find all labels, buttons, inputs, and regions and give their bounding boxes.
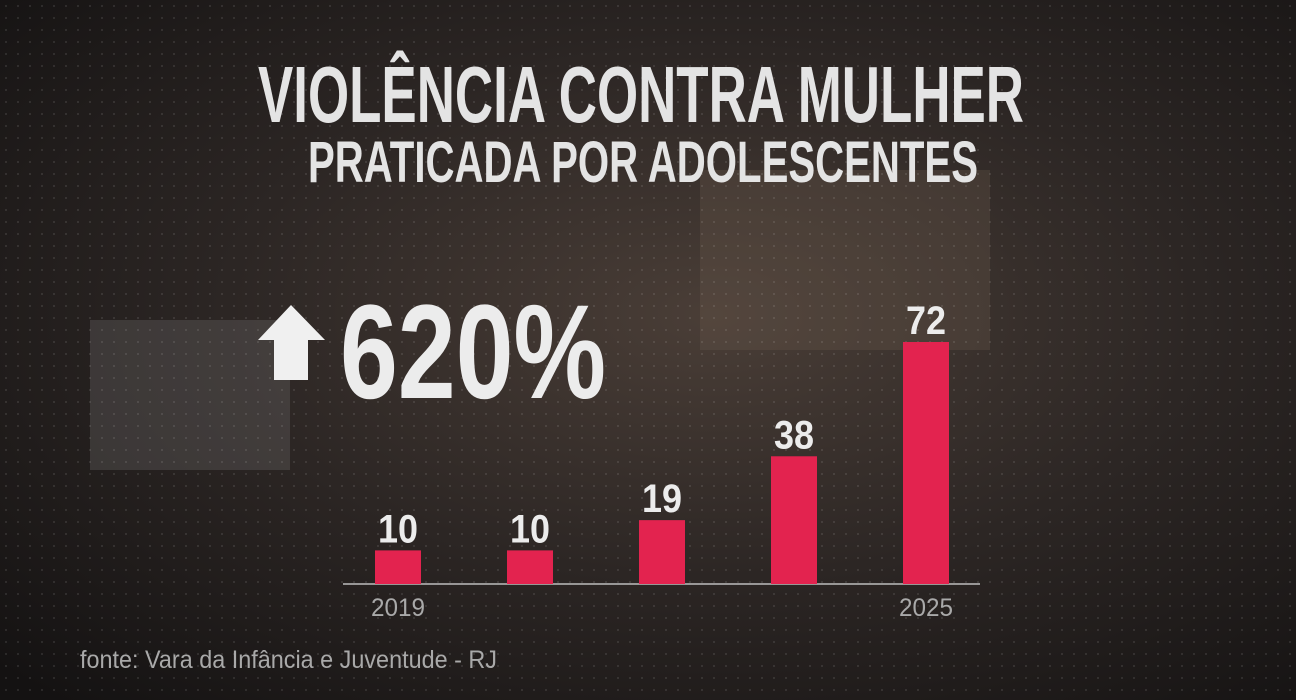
data-label: 72 xyxy=(906,299,946,343)
source-note: fonte: Vara da Infância e Juventude - RJ xyxy=(80,646,497,674)
x-tick-label: 2019 xyxy=(371,594,425,622)
up-arrow-icon xyxy=(258,305,325,380)
chart-title: VIOLÊNCIA CONTRA MULHER xyxy=(258,50,1024,139)
bar xyxy=(507,550,553,584)
chart-subtitle: PRATICADA POR ADOLESCENTES xyxy=(308,130,978,195)
bar xyxy=(375,550,421,584)
data-label: 19 xyxy=(642,477,682,521)
bar xyxy=(903,342,949,584)
bar xyxy=(639,520,685,584)
x-tick-label: 2025 xyxy=(899,594,953,622)
annotation: 620% xyxy=(340,278,606,427)
data-label: 10 xyxy=(378,507,418,551)
data-label: 10 xyxy=(510,507,550,551)
data-label: 38 xyxy=(774,413,814,457)
bar xyxy=(771,456,817,584)
